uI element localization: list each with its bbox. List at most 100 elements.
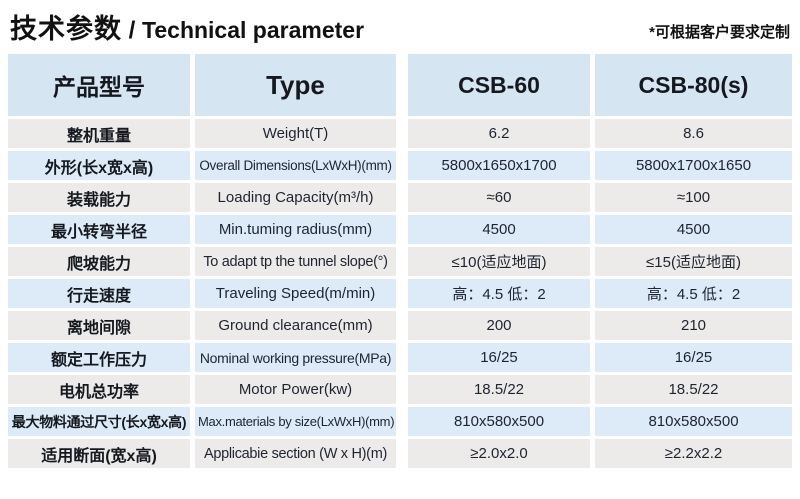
value-csb60: 810x580x500 xyxy=(453,413,545,430)
value-csb80: 810x580x500 xyxy=(648,413,739,430)
table-row: 电机总功率 Motor Power(kw) 18.5/22 18.5/22 xyxy=(8,375,792,404)
page-title-cn: 技术参数 xyxy=(10,14,122,44)
value-csb60: 5800x1650x1700 xyxy=(441,157,557,174)
param-label-en: Min.tuming radius(mm) xyxy=(218,221,373,238)
param-cell-en: To adapt tp the tunnel slope(°) xyxy=(195,247,396,276)
param-label-cn: 适用断面(宽x高) xyxy=(41,447,157,465)
value-cell-csb60: 200 xyxy=(408,311,590,340)
value-cell-csb80: ≈100 xyxy=(595,183,792,212)
param-cell-cn: 适用断面(宽x高) xyxy=(8,439,190,468)
header-product-model-label: 产品型号 xyxy=(53,74,145,100)
table-body: 整机重量 Weight(T) 6.2 8.6 外形(长x宽x高) Overall… xyxy=(8,119,792,468)
param-cell-cn: 爬坡能力 xyxy=(8,247,190,276)
page-title-en: Technical parameter xyxy=(142,17,365,43)
param-label-cn: 行走速度 xyxy=(66,287,131,305)
header-csb80-label: CSB-80(s) xyxy=(638,71,749,98)
value-csb80: 210 xyxy=(680,317,707,334)
value-csb80: 高：4.5 低：2 xyxy=(646,286,741,303)
param-cell-cn: 电机总功率 xyxy=(8,375,190,404)
param-label-cn: 最小转弯半径 xyxy=(50,223,147,241)
param-cell-en: Loading Capacity(m³/h) xyxy=(195,183,396,212)
value-csb60: 高：4.5 低：2 xyxy=(452,286,546,303)
param-cell-en: Traveling Speed(m/min) xyxy=(195,279,396,308)
param-label-cn: 爬坡能力 xyxy=(66,255,131,273)
value-csb80: ≈100 xyxy=(676,189,711,206)
customization-note: *可根据客户要求定制 xyxy=(649,24,790,41)
value-cell-csb60: 4500 xyxy=(408,215,590,244)
value-csb80: ≥2.2x2.2 xyxy=(664,445,723,462)
table-row: 外形(长x宽x高) Overall Dimensions(LxWxH)(mm) … xyxy=(8,151,792,180)
value-cell-csb60: ≈60 xyxy=(408,183,590,212)
param-label-en: Ground clearance(mm) xyxy=(218,317,373,334)
param-label-cn: 额定工作压力 xyxy=(50,351,147,369)
param-label-cn: 电机总功率 xyxy=(58,383,139,401)
param-cell-cn: 外形(长x宽x高) xyxy=(8,151,190,180)
value-csb60: 4500 xyxy=(482,221,516,238)
param-label-en: To adapt tp the tunnel slope(°) xyxy=(203,253,388,270)
value-cell-csb80: 16/25 xyxy=(595,343,792,372)
value-cell-csb60: 18.5/22 xyxy=(408,375,590,404)
param-label-en: Traveling Speed(m/min) xyxy=(215,285,376,302)
value-cell-csb60: 810x580x500 xyxy=(408,407,590,436)
param-label-en: Weight(T) xyxy=(262,125,329,142)
param-label-en: Nominal working pressure(MPa) xyxy=(199,349,392,366)
value-cell-csb60: 6.2 xyxy=(408,119,590,148)
table-header-row: 产品型号 Type CSB-60 CSB-80(s) xyxy=(8,54,792,116)
param-cell-en: Nominal working pressure(MPa) xyxy=(195,343,396,372)
value-cell-csb60: ≤10(适应地面) xyxy=(408,247,590,276)
value-cell-csb80: ≤15(适应地面) xyxy=(595,247,792,276)
param-cell-cn: 行走速度 xyxy=(8,279,190,308)
param-cell-en: Motor Power(kw) xyxy=(195,375,396,404)
table-row: 整机重量 Weight(T) 6.2 8.6 xyxy=(8,119,792,148)
header-product-model: 产品型号 xyxy=(8,54,190,116)
param-label-en: Max.materials by size(LxWxH)(mm) xyxy=(198,414,395,429)
param-label-cn: 整机重量 xyxy=(66,127,131,145)
value-cell-csb80: 8.6 xyxy=(595,119,792,148)
value-cell-csb80: 18.5/22 xyxy=(595,375,792,404)
value-cell-csb80: 高：4.5 低：2 xyxy=(595,279,792,308)
param-cell-cn: 最小转弯半径 xyxy=(8,215,190,244)
table-row: 行走速度 Traveling Speed(m/min) 高：4.5 低：2 高：… xyxy=(8,279,792,308)
param-label-cn: 最大物料通过尺寸(长x宽x高) xyxy=(11,413,187,430)
value-cell-csb80: 5800x1700x1650 xyxy=(595,151,792,180)
param-cell-en: Min.tuming radius(mm) xyxy=(195,215,396,244)
param-cell-en: Ground clearance(mm) xyxy=(195,311,396,340)
value-cell-csb60: 高：4.5 低：2 xyxy=(408,279,590,308)
param-label-en: Applicabie section (W x H)(m) xyxy=(203,445,388,462)
header-type: Type xyxy=(195,54,396,116)
title-bar: 技术参数 / Technical parameter *可根据客户要求定制 xyxy=(0,0,800,54)
value-csb80: 4500 xyxy=(676,221,711,238)
param-label-en: Loading Capacity(m³/h) xyxy=(217,189,374,206)
table-row: 额定工作压力 Nominal working pressure(MPa) 16/… xyxy=(8,343,792,372)
value-cell-csb60: 16/25 xyxy=(408,343,590,372)
param-label-cn: 装载能力 xyxy=(66,191,131,209)
param-label-en: Motor Power(kw) xyxy=(238,381,353,398)
value-cell-csb80: 810x580x500 xyxy=(595,407,792,436)
header-type-label: Type xyxy=(266,69,325,100)
value-csb60: 18.5/22 xyxy=(473,381,525,398)
table-row: 最小转弯半径 Min.tuming radius(mm) 4500 4500 xyxy=(8,215,792,244)
header-model-csb80: CSB-80(s) xyxy=(595,54,792,116)
param-cell-en: Weight(T) xyxy=(195,119,396,148)
param-cell-cn: 最大物料通过尺寸(长x宽x高) xyxy=(8,407,190,436)
value-csb60: ≈60 xyxy=(486,189,512,206)
table-row: 装载能力 Loading Capacity(m³/h) ≈60 ≈100 xyxy=(8,183,792,212)
table-row: 爬坡能力 To adapt tp the tunnel slope(°) ≤10… xyxy=(8,247,792,276)
value-csb60: ≤10(适应地面) xyxy=(451,254,547,271)
value-csb60: 200 xyxy=(486,317,512,334)
page-title: 技术参数 / Technical parameter xyxy=(10,7,364,46)
header-csb60-label: CSB-60 xyxy=(458,71,540,98)
table-row: 离地间隙 Ground clearance(mm) 200 210 xyxy=(8,311,792,340)
param-cell-en: Applicabie section (W x H)(m) xyxy=(195,439,396,468)
param-cell-cn: 离地间隙 xyxy=(8,311,190,340)
value-cell-csb80: 4500 xyxy=(595,215,792,244)
value-cell-csb60: 5800x1650x1700 xyxy=(408,151,590,180)
table-row: 适用断面(宽x高) Applicabie section (W x H)(m) … xyxy=(8,439,792,468)
header-model-csb60: CSB-60 xyxy=(408,54,590,116)
value-csb80: 18.5/22 xyxy=(668,381,719,398)
param-cell-en: Overall Dimensions(LxWxH)(mm) xyxy=(195,151,396,180)
param-label-en: Overall Dimensions(LxWxH)(mm) xyxy=(199,158,392,173)
table-row: 最大物料通过尺寸(长x宽x高) Max.materials by size(Lx… xyxy=(8,407,792,436)
value-csb80: 8.6 xyxy=(683,125,704,142)
value-csb60: 16/25 xyxy=(480,349,518,366)
